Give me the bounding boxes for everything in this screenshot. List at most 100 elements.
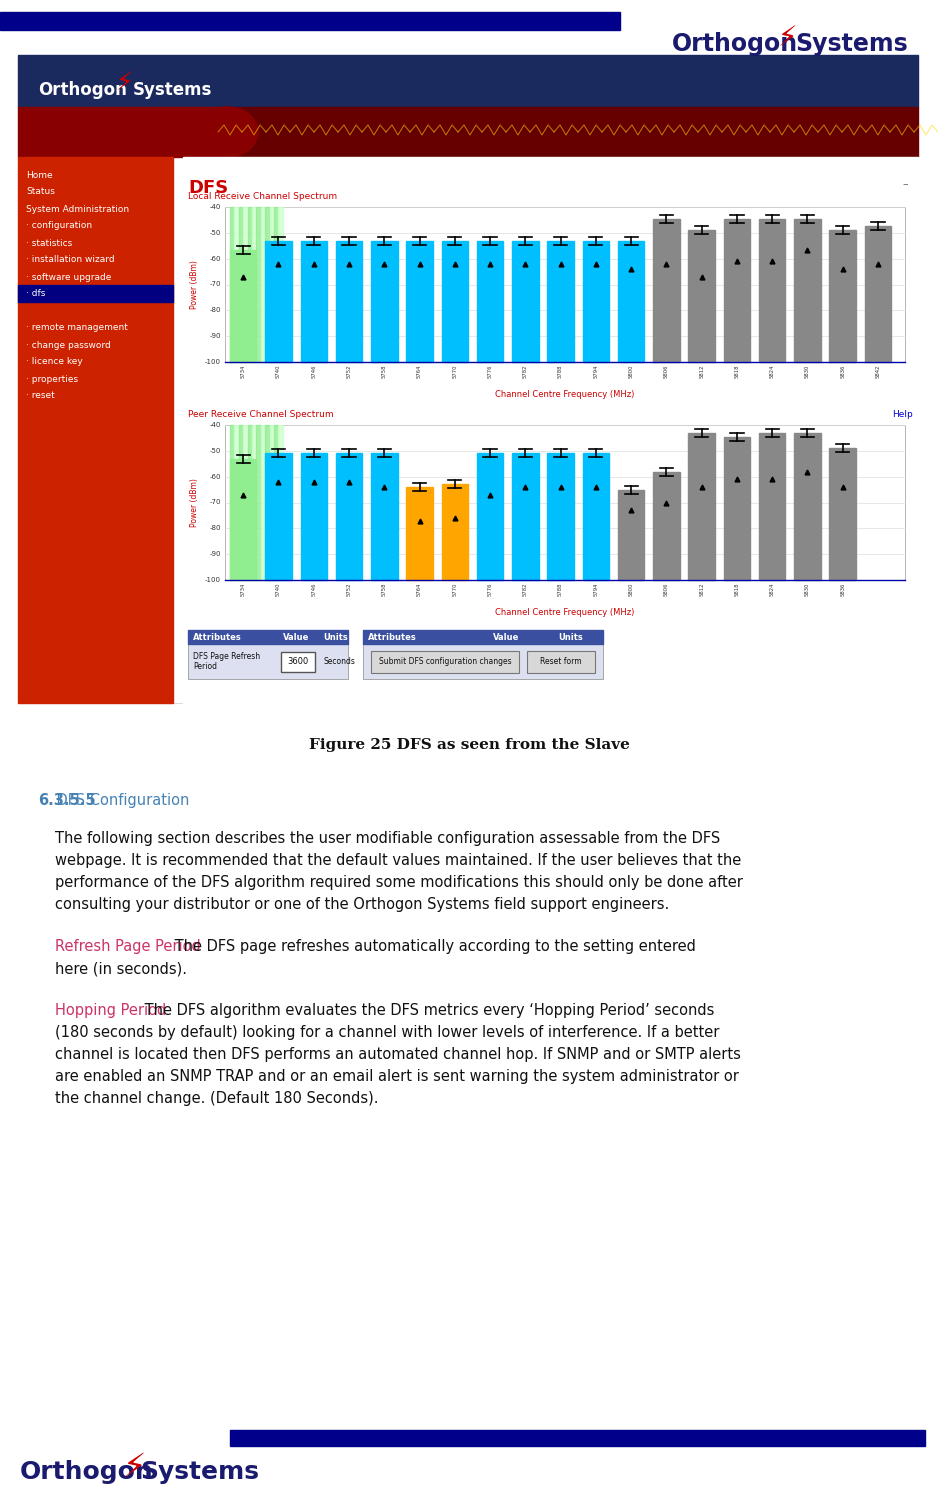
Bar: [300, 453, 327, 580]
Bar: [188, 630, 348, 643]
Text: 5776: 5776: [488, 583, 492, 596]
Text: Attributes: Attributes: [193, 633, 242, 642]
Text: 5746: 5746: [311, 583, 316, 596]
Text: 5806: 5806: [664, 583, 669, 596]
Bar: [794, 432, 821, 580]
Bar: [243, 207, 248, 363]
Text: Refresh Page Period: Refresh Page Period: [55, 939, 201, 954]
Text: Orthogon: Orthogon: [38, 82, 127, 100]
Bar: [336, 241, 362, 363]
Text: 5806: 5806: [664, 366, 669, 379]
Text: Systems: Systems: [795, 33, 908, 56]
Text: Value: Value: [283, 633, 310, 642]
Text: -50: -50: [209, 230, 221, 236]
Text: -60: -60: [209, 474, 221, 480]
Text: Attributes: Attributes: [368, 633, 416, 642]
Text: Reset form: Reset form: [540, 657, 582, 666]
Text: · configuration: · configuration: [26, 221, 92, 230]
Ellipse shape: [198, 107, 258, 158]
Text: 5764: 5764: [417, 583, 422, 596]
Bar: [269, 425, 274, 580]
Text: 5734: 5734: [241, 366, 246, 379]
Bar: [336, 453, 362, 580]
Text: the channel change. (Default 180 Seconds).: the channel change. (Default 180 Seconds…: [55, 1091, 379, 1106]
Text: · software upgrade: · software upgrade: [26, 272, 112, 281]
Text: Value: Value: [493, 633, 520, 642]
Bar: [477, 453, 504, 580]
Bar: [371, 651, 519, 673]
Bar: [252, 207, 256, 363]
Text: Seconds: Seconds: [323, 657, 355, 666]
Bar: [274, 425, 279, 580]
Text: · licence key: · licence key: [26, 358, 83, 367]
Bar: [261, 207, 265, 363]
Text: performance of the DFS algorithm required some modifications this should only be: performance of the DFS algorithm require…: [55, 875, 743, 890]
Text: DFS Configuration: DFS Configuration: [38, 794, 189, 808]
Bar: [18, 55, 918, 703]
Bar: [183, 158, 918, 703]
Text: Orthogon: Orthogon: [20, 1461, 154, 1485]
Text: 5788: 5788: [558, 583, 563, 596]
Text: DFS: DFS: [188, 178, 228, 198]
Bar: [252, 425, 256, 580]
Text: -80: -80: [209, 526, 221, 532]
Bar: [724, 220, 750, 363]
Bar: [688, 432, 715, 580]
Text: Hopping Period: Hopping Period: [55, 1003, 166, 1018]
Bar: [225, 425, 905, 580]
Text: here (in seconds).: here (in seconds).: [55, 961, 187, 976]
Text: 5752: 5752: [346, 583, 352, 596]
Text: –: –: [902, 178, 908, 189]
Text: (180 seconds by default) looking for a channel with lower levels of interference: (180 seconds by default) looking for a c…: [55, 1025, 719, 1040]
Text: 5776: 5776: [488, 366, 492, 379]
Bar: [239, 425, 243, 580]
Text: ⚡: ⚡: [778, 24, 797, 52]
Text: Systems: Systems: [140, 1461, 259, 1485]
Text: 5824: 5824: [770, 366, 775, 379]
Text: The following section describes the user modifiable configuration assessable fro: The following section describes the user…: [55, 831, 720, 846]
Text: Local Receive Channel Spectrum: Local Receive Channel Spectrum: [188, 192, 337, 201]
Text: · properties: · properties: [26, 374, 78, 383]
Text: Submit DFS configuration changes: Submit DFS configuration changes: [379, 657, 511, 666]
Text: 5770: 5770: [452, 583, 458, 596]
Bar: [248, 207, 252, 363]
Bar: [265, 207, 269, 363]
Text: The DFS page refreshes automatically according to the setting entered: The DFS page refreshes automatically acc…: [170, 939, 696, 954]
Bar: [406, 241, 432, 363]
Text: Power (dBm): Power (dBm): [190, 478, 200, 528]
Bar: [759, 220, 785, 363]
Bar: [265, 241, 292, 363]
Bar: [269, 207, 274, 363]
Bar: [18, 107, 228, 158]
Text: 5830: 5830: [805, 583, 809, 596]
Text: -40: -40: [209, 422, 221, 428]
Text: · installation wizard: · installation wizard: [26, 256, 114, 265]
Bar: [281, 651, 315, 672]
Text: Peer Receive Channel Spectrum: Peer Receive Channel Spectrum: [188, 410, 334, 419]
Bar: [442, 484, 468, 580]
Text: webpage. It is recommended that the default values maintained. If the user belie: webpage. It is recommended that the defa…: [55, 853, 741, 868]
Text: Home: Home: [26, 171, 53, 180]
Text: -90: -90: [209, 333, 221, 339]
Bar: [18, 285, 173, 302]
Text: Status: Status: [26, 187, 55, 196]
Bar: [724, 437, 750, 580]
Bar: [230, 1430, 925, 1446]
Text: 5758: 5758: [382, 583, 386, 596]
Bar: [265, 425, 269, 580]
Bar: [371, 453, 398, 580]
Text: · dfs: · dfs: [26, 290, 45, 299]
Text: 5788: 5788: [558, 366, 563, 379]
Bar: [363, 630, 603, 643]
Bar: [234, 207, 239, 363]
Text: channel is located then DFS performs an automated channel hop. If SNMP and or SM: channel is located then DFS performs an …: [55, 1048, 741, 1062]
Bar: [261, 425, 265, 580]
Bar: [829, 449, 855, 580]
Bar: [759, 432, 785, 580]
Bar: [477, 241, 504, 363]
Bar: [653, 471, 680, 580]
Text: Figure 25 DFS as seen from the Slave: Figure 25 DFS as seen from the Slave: [309, 739, 629, 752]
Bar: [829, 230, 855, 363]
Bar: [239, 207, 243, 363]
Bar: [442, 241, 468, 363]
